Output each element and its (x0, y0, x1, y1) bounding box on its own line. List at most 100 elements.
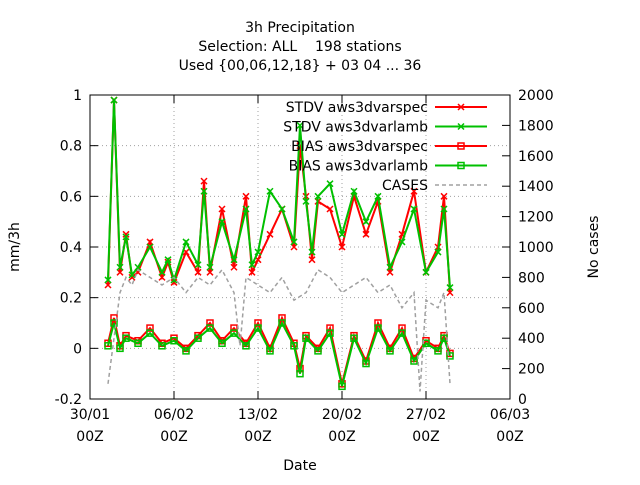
data-point (410, 187, 418, 195)
data-point (308, 256, 316, 264)
data-point (218, 339, 226, 348)
series-line (107, 320, 451, 387)
chart-title: 3h Precipitation (245, 20, 355, 36)
data-point (242, 205, 250, 213)
data-point (158, 268, 166, 276)
axes: -0.2 0 0.2 0.4 0.6 0.8 1 0 200 400 600 800 1000 1200 1… (55, 88, 554, 445)
series-4 (107, 268, 451, 392)
data-point (374, 324, 382, 332)
data-point (278, 319, 286, 327)
data-point (248, 261, 256, 269)
data-point (254, 324, 262, 332)
y2-tick-label: 1600 (518, 149, 554, 165)
data-point (128, 271, 136, 279)
data-point (362, 359, 370, 368)
y-tick-label: -0.2 (55, 392, 82, 408)
data-point (230, 324, 238, 332)
data-point (314, 347, 322, 355)
data-point (194, 268, 202, 276)
data-point (146, 324, 154, 332)
data-point (194, 261, 202, 269)
chart-subtitle-line-2: Used {00,06,12,18} + 03 04 ... 36 (179, 58, 422, 74)
x-tick-label: 06/02 (154, 407, 194, 423)
data-point (398, 329, 406, 337)
data-point (242, 342, 250, 350)
legend-marker (457, 103, 465, 111)
y2-tick-label: 1400 (518, 179, 554, 195)
data-point (218, 205, 226, 213)
title-group: 3h Precipitation Selection: ALL 198 stat… (179, 20, 422, 74)
data-point (338, 243, 346, 251)
data-point (230, 263, 238, 271)
data-point (278, 205, 286, 213)
y2-tick-label: 0 (518, 392, 527, 408)
y-axis-label: mm/3h (7, 222, 23, 272)
data-point (440, 192, 448, 200)
data-point (266, 187, 274, 195)
x-tick-label: 00Z (412, 429, 439, 445)
series-1 (104, 96, 454, 292)
data-point (200, 187, 208, 195)
data-point (386, 263, 394, 271)
data-point (200, 177, 208, 185)
data-point (386, 347, 394, 355)
data-point (218, 218, 226, 226)
x-tick-label: 13/02 (238, 407, 278, 423)
data-point (104, 281, 112, 289)
data-point (434, 248, 442, 256)
x-tick-label: 00Z (160, 429, 187, 445)
x-tick-label: 00Z (328, 429, 355, 445)
y-tick-label: 0.4 (60, 240, 82, 256)
data-point (374, 192, 382, 200)
x-tick-label: 30/01 (70, 407, 110, 423)
y2-tick-label: 600 (518, 301, 545, 317)
data-point (134, 339, 142, 348)
x-tick-label: 00Z (76, 429, 103, 445)
data-point (398, 324, 406, 332)
chart-subtitle-line-1: Selection: ALL 198 stations (198, 39, 401, 55)
data-point (296, 369, 304, 378)
y-tick-label: 0.6 (60, 189, 82, 205)
data-point (230, 329, 238, 337)
x-tick-label: 06/03 (490, 407, 530, 423)
data-point (134, 263, 142, 271)
data-point (386, 268, 394, 276)
legend-label: STDV aws3dvarlamb (283, 120, 428, 136)
data-point (446, 289, 454, 297)
plot-frame (89, 94, 511, 400)
data-point (290, 243, 298, 251)
data-point (146, 329, 154, 337)
y2-tick-label: 1800 (518, 118, 554, 134)
data-point (194, 334, 202, 342)
data-point (182, 347, 190, 355)
data-point (146, 238, 154, 246)
y2-tick-label: 2000 (518, 88, 554, 104)
data-point (422, 268, 430, 276)
data-point (116, 344, 124, 353)
data-point (206, 319, 214, 327)
y2-tick-label: 800 (518, 270, 545, 286)
y2-tick-label: 1000 (518, 240, 554, 256)
y-tick-label: 1 (73, 88, 82, 104)
data-point (110, 319, 118, 327)
data-point (440, 205, 448, 213)
data-point (446, 352, 454, 360)
data-point (146, 243, 154, 251)
data-point (410, 205, 418, 213)
data-point (326, 324, 334, 332)
y2-tick-label: 200 (518, 362, 545, 378)
series-line (107, 100, 451, 288)
series-3 (104, 319, 454, 391)
y-tick-label: 0.8 (60, 139, 82, 155)
series-line (107, 315, 451, 385)
data-point (338, 230, 346, 238)
data-point (296, 121, 304, 129)
x-tick-label: 20/02 (322, 407, 362, 423)
data-point (206, 268, 214, 276)
data-point (128, 273, 136, 281)
data-point (122, 233, 130, 241)
data-point (158, 342, 166, 350)
series-layer (104, 96, 454, 392)
data-point (314, 192, 322, 200)
